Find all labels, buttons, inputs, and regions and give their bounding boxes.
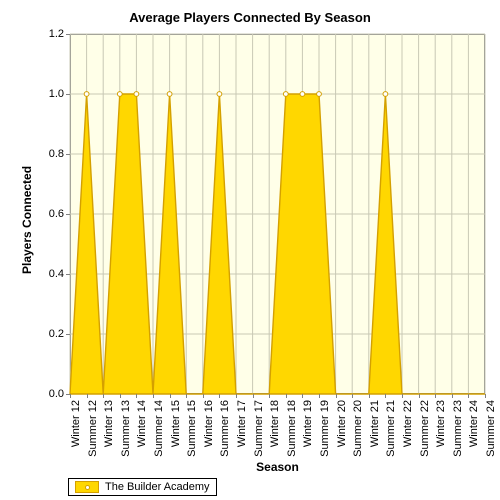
y-tick-mark <box>66 94 70 95</box>
y-tick-label: 0.6 <box>30 208 64 220</box>
x-tick-mark <box>402 394 403 398</box>
x-tick-label: Summer 19 <box>319 400 331 460</box>
x-tick-label: Summer 14 <box>153 400 165 460</box>
x-tick-mark <box>352 394 353 398</box>
y-tick-label: 0.4 <box>30 268 64 280</box>
x-tick-mark <box>302 394 303 398</box>
x-tick-label: Winter 17 <box>236 400 248 460</box>
legend-marker-icon <box>85 485 90 490</box>
x-tick-label: Winter 15 <box>170 400 182 460</box>
y-tick-label: 0.8 <box>30 148 64 160</box>
x-tick-mark <box>219 394 220 398</box>
x-tick-mark <box>186 394 187 398</box>
chart-container: Average Players Connected By Season Play… <box>0 0 500 500</box>
x-tick-mark <box>253 394 254 398</box>
x-tick-label: Winter 21 <box>369 400 381 460</box>
x-tick-mark <box>369 394 370 398</box>
x-tick-label: Summer 13 <box>120 400 132 460</box>
y-tick-label: 1.0 <box>30 88 64 100</box>
y-tick-mark <box>66 154 70 155</box>
x-tick-mark <box>435 394 436 398</box>
x-tick-label: Winter 13 <box>103 400 115 460</box>
y-axis-label: Players Connected <box>20 166 34 274</box>
x-tick-mark <box>319 394 320 398</box>
y-tick-label: 0.0 <box>30 388 64 400</box>
y-tick-mark <box>66 274 70 275</box>
x-tick-mark <box>120 394 121 398</box>
x-axis-label: Season <box>70 460 485 474</box>
y-tick-mark <box>66 34 70 35</box>
x-tick-label: Summer 18 <box>286 400 298 460</box>
legend-label: The Builder Academy <box>105 481 210 493</box>
x-tick-label: Winter 18 <box>269 400 281 460</box>
x-tick-label: Winter 22 <box>402 400 414 460</box>
x-tick-label: Summer 12 <box>87 400 99 460</box>
x-tick-label: Summer 20 <box>352 400 364 460</box>
x-tick-mark <box>468 394 469 398</box>
x-tick-mark <box>136 394 137 398</box>
x-tick-label: Summer 21 <box>385 400 397 460</box>
x-tick-label: Winter 23 <box>435 400 447 460</box>
x-tick-label: Winter 19 <box>302 400 314 460</box>
x-tick-mark <box>419 394 420 398</box>
x-tick-mark <box>153 394 154 398</box>
x-tick-label: Winter 24 <box>468 400 480 460</box>
x-tick-label: Summer 22 <box>419 400 431 460</box>
x-tick-label: Summer 17 <box>253 400 265 460</box>
y-tick-mark <box>66 214 70 215</box>
x-tick-label: Summer 24 <box>485 400 497 460</box>
x-tick-mark <box>336 394 337 398</box>
x-tick-mark <box>385 394 386 398</box>
x-tick-mark <box>103 394 104 398</box>
x-tick-mark <box>70 394 71 398</box>
x-tick-label: Summer 16 <box>219 400 231 460</box>
y-tick-label: 0.2 <box>30 328 64 340</box>
x-tick-label: Winter 20 <box>336 400 348 460</box>
x-tick-label: Summer 23 <box>452 400 464 460</box>
x-tick-label: Summer 15 <box>186 400 198 460</box>
x-tick-mark <box>452 394 453 398</box>
x-tick-label: Winter 16 <box>203 400 215 460</box>
x-tick-mark <box>87 394 88 398</box>
plot-svg <box>70 34 485 394</box>
y-tick-mark <box>66 334 70 335</box>
x-tick-mark <box>236 394 237 398</box>
x-tick-label: Winter 14 <box>136 400 148 460</box>
legend: The Builder Academy <box>68 478 217 496</box>
y-tick-label: 1.2 <box>30 28 64 40</box>
legend-swatch <box>75 481 99 493</box>
x-tick-mark <box>269 394 270 398</box>
x-tick-mark <box>485 394 486 398</box>
x-tick-mark <box>170 394 171 398</box>
x-tick-label: Winter 12 <box>70 400 82 460</box>
chart-title: Average Players Connected By Season <box>0 10 500 25</box>
x-tick-mark <box>203 394 204 398</box>
x-tick-mark <box>286 394 287 398</box>
